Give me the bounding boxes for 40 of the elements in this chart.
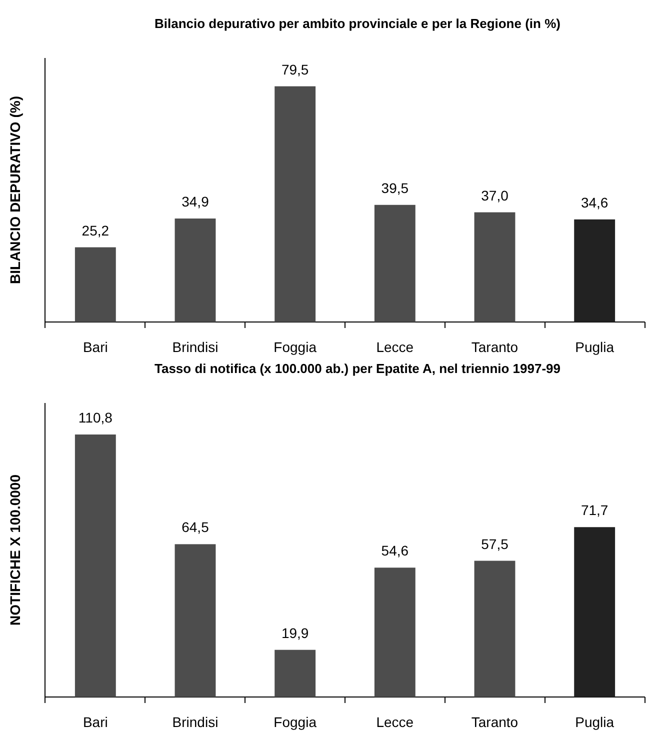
x-tick-label: Puglia <box>575 714 614 730</box>
bar <box>574 527 616 697</box>
bar <box>374 204 416 322</box>
bar <box>174 544 216 697</box>
bar <box>574 219 616 322</box>
x-tick-label: Lecce <box>376 339 414 355</box>
data-label: 110,8 <box>78 410 113 426</box>
bar <box>474 560 516 697</box>
x-tick-label: Puglia <box>575 339 614 355</box>
data-label: 19,9 <box>281 624 309 641</box>
x-tick-label: Taranto <box>471 339 518 355</box>
chart-title: Bilancio depurativo per ambito provinciale e per la Regione (in %) <box>154 16 560 31</box>
x-tick-label: Bari <box>82 714 108 730</box>
x-tick-label: Foggia <box>274 714 317 730</box>
bar <box>274 86 316 322</box>
data-label: 71,7 <box>580 502 608 518</box>
x-tick-label: Bari <box>82 339 108 355</box>
x-tick-label: Taranto <box>471 714 518 730</box>
bar <box>174 218 216 322</box>
x-tick-label: Foggia <box>274 339 317 355</box>
x-tick-label: Lecce <box>376 714 414 730</box>
data-label: 57,5 <box>481 536 509 552</box>
bar <box>374 568 416 697</box>
chart-title: Tasso di notifica (x 100.000 ab.) per Epatite A, nel triennio 1997-99 <box>154 361 561 376</box>
data-label: 64,5 <box>182 519 210 536</box>
data-label: 39,5 <box>381 180 409 196</box>
bar <box>274 650 316 697</box>
bar <box>474 212 516 322</box>
data-label: 37,0 <box>481 187 509 204</box>
data-label: 34,6 <box>580 194 608 210</box>
y-axis-title: BILANCIO DEPURATIVO (%) <box>7 96 23 284</box>
x-tick-label: Brindisi <box>172 714 218 730</box>
data-label: 54,6 <box>381 542 409 559</box>
bar <box>74 247 116 322</box>
bar <box>74 434 116 697</box>
data-label: 79,5 <box>281 61 309 78</box>
data-label: 25,2 <box>82 222 110 238</box>
x-tick-label: Brindisi <box>172 339 218 355</box>
data-label: 34,9 <box>182 194 210 210</box>
y-axis-title: NOTIFICHE X 100.0000 <box>7 474 23 626</box>
